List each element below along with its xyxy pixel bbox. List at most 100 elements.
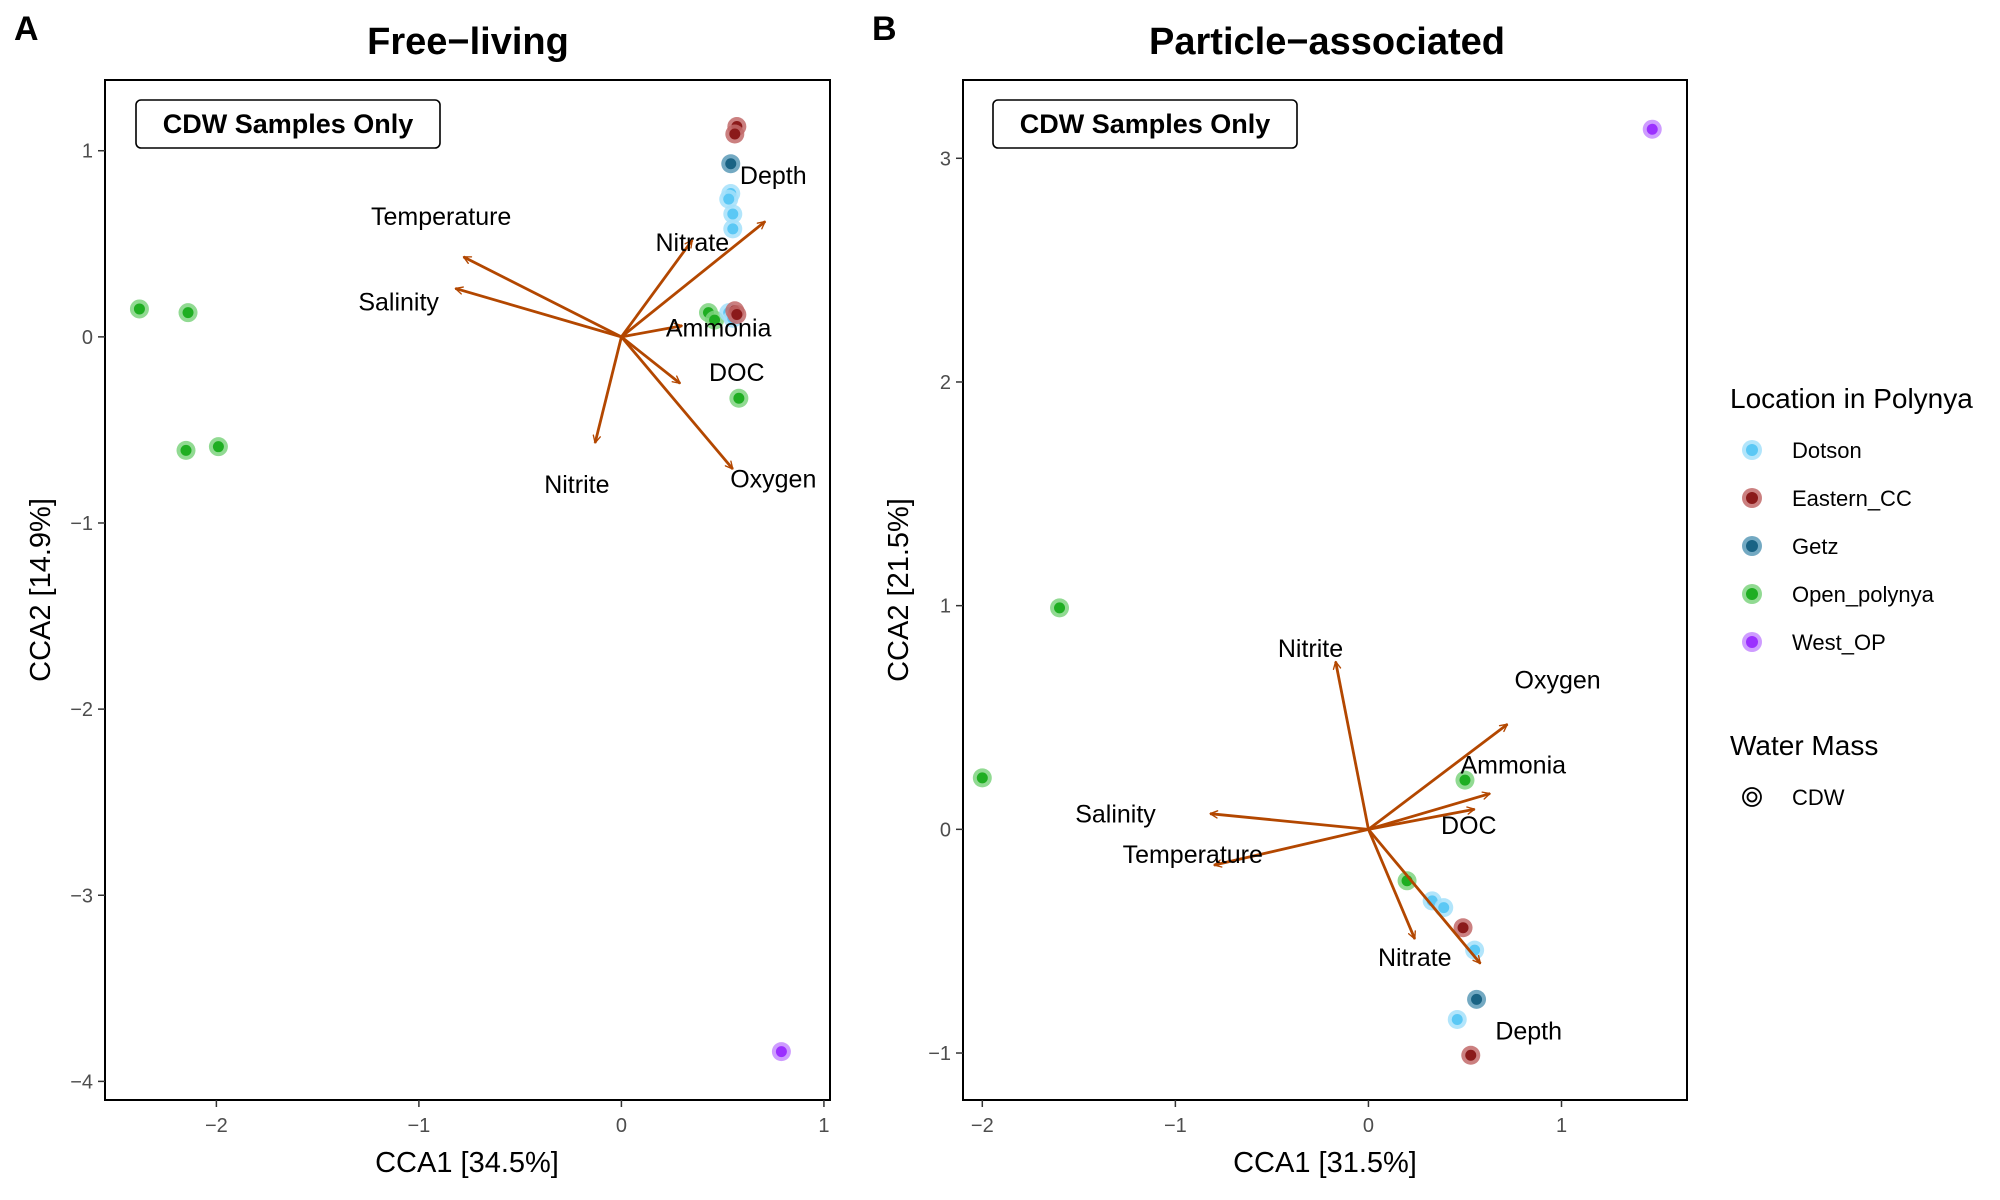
vector-label-salinity: Salinity	[1075, 801, 1156, 829]
vector-label-nitrate: Nitrate	[1378, 944, 1452, 972]
panel-a-ticks: −2 −1 0 1 −4 −3 −2 −1 0 1	[70, 141, 829, 1137]
vector-label-nitrite: Nitrite	[544, 471, 609, 499]
x-tick-label: 1	[818, 1115, 829, 1137]
data-point-dotson	[1434, 898, 1454, 918]
legend-item-west-op: West_OP	[1742, 630, 1886, 655]
legend-item-open-polynya: Open_polynya	[1742, 582, 1935, 607]
y-tick-label: −1	[70, 513, 93, 535]
data-point-dotson	[719, 189, 739, 209]
vector-label-nitrite: Nitrite	[1278, 635, 1343, 663]
vector-arrow-oxygen	[620, 335, 734, 470]
data-point-eastern-cc	[1461, 1045, 1481, 1065]
vector-label-temperature: Temperature	[1123, 841, 1263, 869]
data-point-open-polynya	[129, 299, 149, 319]
panel-b-note-text: CDW Samples Only	[1020, 109, 1271, 139]
panel-b-plot-border	[962, 79, 1688, 1101]
data-point-getz	[721, 154, 741, 174]
vector-arrow-temperature	[462, 255, 623, 339]
legend: Location in Polynya Dotson Eastern_CC Getz…	[1730, 383, 1973, 810]
data-point-dotson	[1447, 1009, 1467, 1029]
x-tick-label: −1	[407, 1115, 430, 1137]
vector-arrow-doc	[1368, 806, 1476, 831]
panel-b-ticks: −2 −1 0 1 −1 0 1 2 3	[928, 148, 1567, 1137]
vector-arrow-ammonia	[1368, 791, 1491, 831]
vector-label-doc: DOC	[1441, 812, 1497, 840]
y-tick-label: 0	[940, 819, 951, 841]
vector-arrow-salinity	[1209, 810, 1369, 831]
y-tick-label: 0	[82, 327, 93, 349]
panel-a-title: Free−living	[367, 21, 569, 63]
vector-arrow-ammonia	[621, 322, 683, 339]
vector-label-nitrate: Nitrate	[655, 229, 729, 257]
data-point-eastern-cc	[725, 124, 745, 144]
panel-letter-a: A	[14, 10, 39, 48]
panel-a-x-axis-title: CCA1 [34.5%]	[375, 1147, 559, 1179]
legend-watermass-title: Water Mass	[1730, 730, 1878, 761]
y-tick-label: 1	[82, 141, 93, 163]
legend-label: Dotson	[1792, 438, 1862, 463]
vector-label-depth: Depth	[1495, 1018, 1562, 1046]
vector-label-salinity: Salinity	[358, 288, 439, 316]
panel-a-y-axis-title: CCA2 [14.9%]	[25, 498, 57, 682]
panel-b: B Particle−associated −2 −1 0 1 −1 0 1 2 3 Nitri…	[872, 10, 1688, 1179]
vector-arrow-depth	[620, 220, 767, 338]
data-point-open-polynya	[1455, 770, 1475, 790]
vector-arrow-salinity	[454, 286, 622, 339]
x-tick-label: −2	[205, 1115, 228, 1137]
y-tick-label: 3	[940, 148, 951, 170]
legend-watermass-label: CDW	[1792, 785, 1845, 810]
vector-label-ammonia: Ammonia	[1460, 751, 1566, 779]
panel-b-points	[972, 119, 1662, 1065]
legend-label: West_OP	[1792, 630, 1886, 655]
data-point-eastern-cc	[1453, 918, 1473, 938]
panel-a-vectors: Depth Temperature Nitrate Salinity Ammonia DO…	[358, 162, 816, 499]
data-point-open-polynya	[178, 303, 198, 323]
y-tick-label: 1	[940, 596, 951, 618]
data-point-open-polynya	[705, 310, 725, 330]
legend-item-dotson: Dotson	[1742, 438, 1862, 463]
vector-arrow-nitrate	[1367, 828, 1417, 940]
legend-location-items: Dotson Eastern_CC Getz Open_polynya West_OP	[1742, 438, 1935, 655]
x-tick-label: −2	[971, 1115, 994, 1137]
data-point-west-op	[771, 1042, 791, 1062]
y-tick-label: −1	[928, 1043, 951, 1065]
vector-arrow-nitrite	[1332, 660, 1370, 830]
data-point-eastern-cc	[727, 305, 747, 325]
vector-arrow-oxygen	[1367, 723, 1509, 831]
y-tick-label: −2	[70, 699, 93, 721]
legend-label: Eastern_CC	[1792, 486, 1912, 511]
panel-b-title: Particle−associated	[1149, 21, 1505, 63]
panel-b-note: CDW Samples Only	[992, 99, 1298, 149]
legend-item-getz: Getz	[1742, 534, 1838, 559]
data-point-open-polynya	[1050, 598, 1070, 618]
vector-label-oxygen: Oxygen	[1515, 666, 1601, 694]
y-tick-label: −4	[70, 1071, 93, 1093]
panel-letter-b: B	[872, 10, 897, 48]
panel-a-note: CDW Samples Only	[135, 99, 441, 149]
panel-a-note-box	[135, 99, 441, 149]
legend-label: Open_polynya	[1792, 582, 1935, 607]
vector-arrow-nitrite	[592, 336, 623, 444]
x-tick-label: 0	[616, 1115, 627, 1137]
data-point-west-op	[1642, 119, 1662, 139]
legend-label: Getz	[1792, 534, 1838, 559]
data-point-open-polynya	[729, 388, 749, 408]
vector-label-ammonia: Ammonia	[666, 315, 772, 343]
data-point-dotson	[723, 204, 743, 224]
legend-location-title: Location in Polynya	[1730, 383, 1973, 414]
x-tick-label: 0	[1363, 1115, 1374, 1137]
data-point-getz	[1467, 989, 1487, 1009]
vector-arrow-doc	[620, 335, 682, 385]
vector-label-depth: Depth	[740, 162, 807, 190]
vector-label-doc: DOC	[709, 359, 765, 387]
legend-watermass-symbol-inner	[1746, 791, 1758, 803]
data-point-dotson	[723, 219, 743, 239]
panel-b-vectors: Nitrite Oxygen Ammonia DOC Salinity Temperatu…	[1075, 635, 1601, 1045]
data-point-open-polynya	[972, 768, 992, 788]
legend-watermass-symbol-outer	[1742, 787, 1762, 807]
legend-item-eastern-cc: Eastern_CC	[1742, 486, 1912, 511]
vector-label-temperature: Temperature	[371, 203, 511, 231]
vector-arrow-temperature	[1213, 827, 1369, 868]
panel-a-plot-border	[104, 79, 831, 1101]
